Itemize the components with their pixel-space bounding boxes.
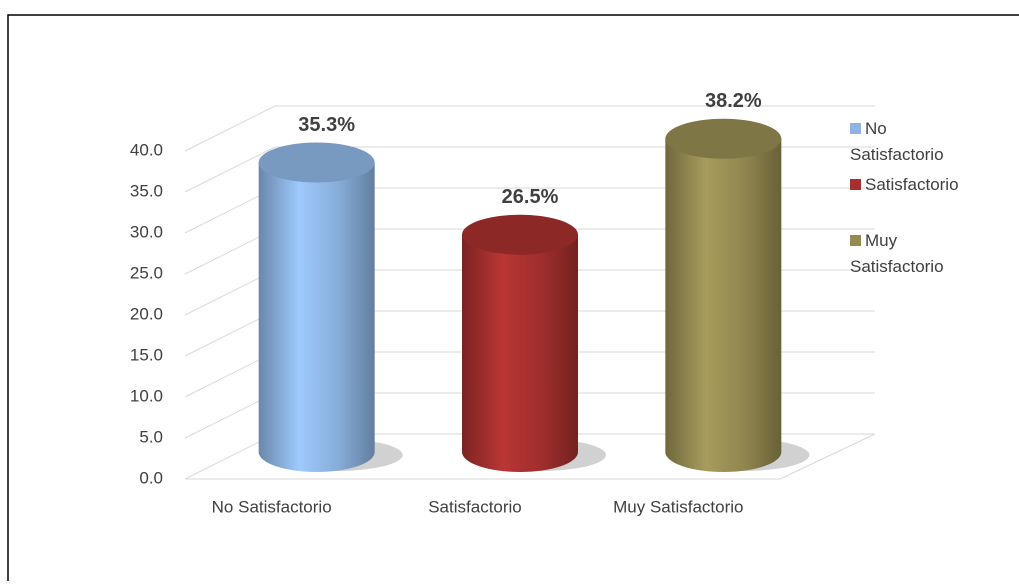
grid-line-side: [184, 146, 276, 193]
x-tick-label: No Satisfactorio: [212, 497, 332, 516]
x-tick-label: Muy Satisfactorio: [613, 497, 743, 516]
legend-swatch: [850, 179, 861, 190]
bar-top: [258, 142, 375, 183]
data-label: 26.5%: [502, 186, 559, 208]
bar: [665, 138, 782, 472]
y-tick-label: 10.0: [130, 386, 163, 405]
legend-label: Muy Satisfactorio: [850, 231, 944, 276]
bar-top: [462, 214, 578, 255]
legend-swatch: [850, 235, 861, 246]
legend-label: Satisfactorio: [865, 175, 959, 194]
y-tick-label: 30.0: [130, 222, 163, 241]
bar: [258, 162, 375, 473]
y-tick-label: 5.0: [139, 427, 163, 446]
data-label: 38.2%: [705, 90, 762, 112]
y-tick-label: 35.0: [130, 181, 163, 200]
legend-label: No Satisfactorio: [850, 119, 944, 164]
grid-line-side: [184, 105, 276, 152]
y-tick-label: 40.0: [130, 140, 163, 159]
x-tick-label: Satisfactorio: [428, 497, 522, 516]
bar: [462, 234, 578, 472]
floor-line: [779, 433, 876, 480]
y-tick-label: 25.0: [130, 263, 163, 282]
y-tick-label: 15.0: [130, 345, 163, 364]
y-tick-label: 20.0: [130, 304, 163, 323]
data-label: 35.3%: [298, 114, 355, 136]
y-tick-label: 0.0: [139, 468, 163, 487]
legend-entry: No Satisfactorio: [850, 116, 970, 168]
bar-top: [665, 118, 782, 159]
legend-swatch: [850, 123, 861, 134]
legend-entry: Satisfactorio: [850, 172, 1019, 198]
frame: [7, 14, 1019, 586]
legend-entry: Muy Satisfactorio: [850, 228, 970, 280]
